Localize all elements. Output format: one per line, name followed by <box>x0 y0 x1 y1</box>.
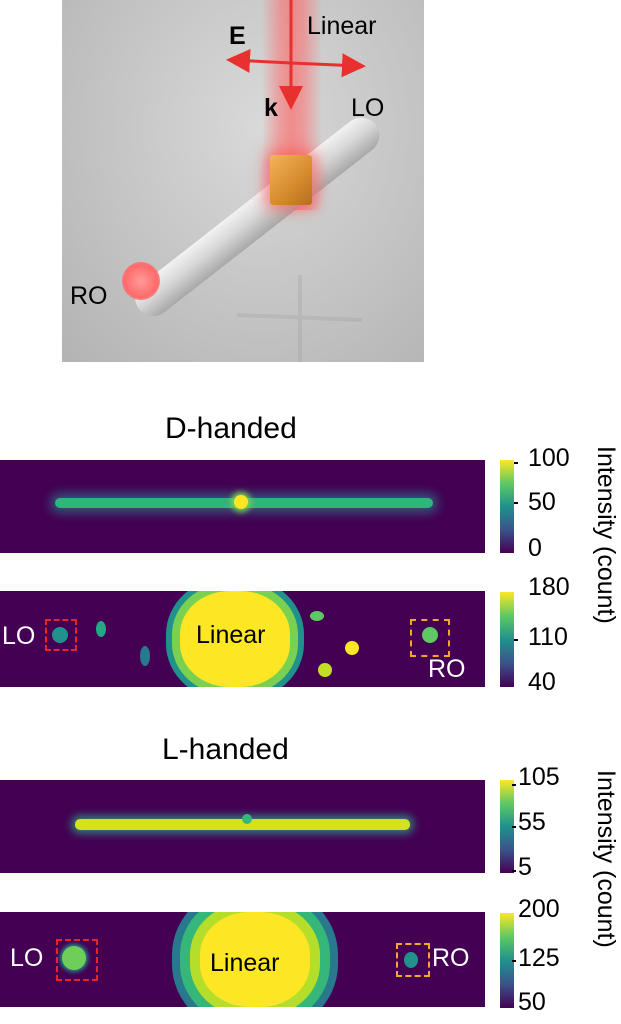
l-waveguide-colorbar <box>500 780 514 873</box>
linear-label: Linear <box>196 621 266 649</box>
tick <box>514 502 518 504</box>
speckle <box>318 663 332 677</box>
colorbar-tick-max: 180 <box>528 573 570 601</box>
speckle <box>310 611 324 621</box>
colorbar-tick-min: 5 <box>518 853 532 881</box>
speckle <box>345 641 359 655</box>
lo-highlight-box <box>56 939 98 981</box>
colorbar-tick-mid: 110 <box>528 623 568 651</box>
chiral-nanoparticle <box>270 155 312 205</box>
tick <box>514 462 518 464</box>
lo-highlight-box <box>45 619 77 651</box>
waveguide-emission <box>75 819 410 830</box>
ro-highlight-box <box>396 943 430 977</box>
tick <box>514 639 518 641</box>
d-waveguide-colorbar <box>500 460 514 553</box>
colorbar-tick-mid: 50 <box>528 488 556 516</box>
ro-label: RO <box>428 655 466 683</box>
l-handed-far-field-image: LO Linear RO <box>0 912 485 1007</box>
tick <box>512 784 516 786</box>
left-output-label: LO <box>351 94 385 122</box>
e-field-label: E <box>229 22 246 50</box>
tick <box>512 870 516 872</box>
ro-spot <box>404 952 418 968</box>
d-handed-waveguide-image <box>0 460 485 553</box>
linear-label: Linear <box>307 12 377 40</box>
colorbar-tick-min: 0 <box>528 534 542 562</box>
colorbar-tick-max: 100 <box>528 444 570 472</box>
ro-highlight-box <box>410 619 450 657</box>
l-far-field-colorbar <box>500 913 514 1008</box>
d-handed-title: D-handed <box>165 412 297 445</box>
k-vector-label: k <box>264 94 278 122</box>
right-output-glow <box>122 262 160 300</box>
particle-hotspot <box>234 495 248 509</box>
speckle <box>140 646 150 666</box>
l-handed-title: L-handed <box>162 733 289 766</box>
d-handed-far-field-image: LO Linear RO <box>0 591 485 687</box>
lo-spot <box>52 627 68 643</box>
particle-hotspot <box>242 814 252 824</box>
colorbar-tick-mid: 125 <box>518 944 560 972</box>
lo-label: LO <box>10 944 44 972</box>
colorbar-tick-min: 40 <box>528 668 556 696</box>
schematic-illustration: Linear E k LO RO <box>62 0 424 362</box>
linear-spot <box>180 591 290 687</box>
lo-spot <box>62 946 86 970</box>
lo-label: LO <box>2 622 36 650</box>
d-far-field-colorbar <box>500 592 514 687</box>
polarization-arrows-icon <box>226 0 366 110</box>
tick <box>512 960 516 962</box>
colorbar-tick-max: 200 <box>518 895 560 923</box>
ro-label: RO <box>432 944 470 972</box>
l-handed-waveguide-image <box>0 780 485 873</box>
d-colorbar-axis-label: Intensity (count) <box>592 446 620 624</box>
l-colorbar-axis-label: Intensity (count) <box>592 770 620 948</box>
colorbar-tick-max: 105 <box>518 763 560 791</box>
linear-label: Linear <box>210 949 280 977</box>
speckle <box>96 621 106 637</box>
reflection-arrows-icon <box>236 275 363 362</box>
linear-spot <box>200 912 310 1007</box>
right-output-label: RO <box>70 282 108 310</box>
colorbar-tick-mid: 55 <box>518 808 546 836</box>
ro-spot <box>422 627 438 643</box>
tick <box>512 826 516 828</box>
colorbar-tick-min: 50 <box>518 988 546 1016</box>
